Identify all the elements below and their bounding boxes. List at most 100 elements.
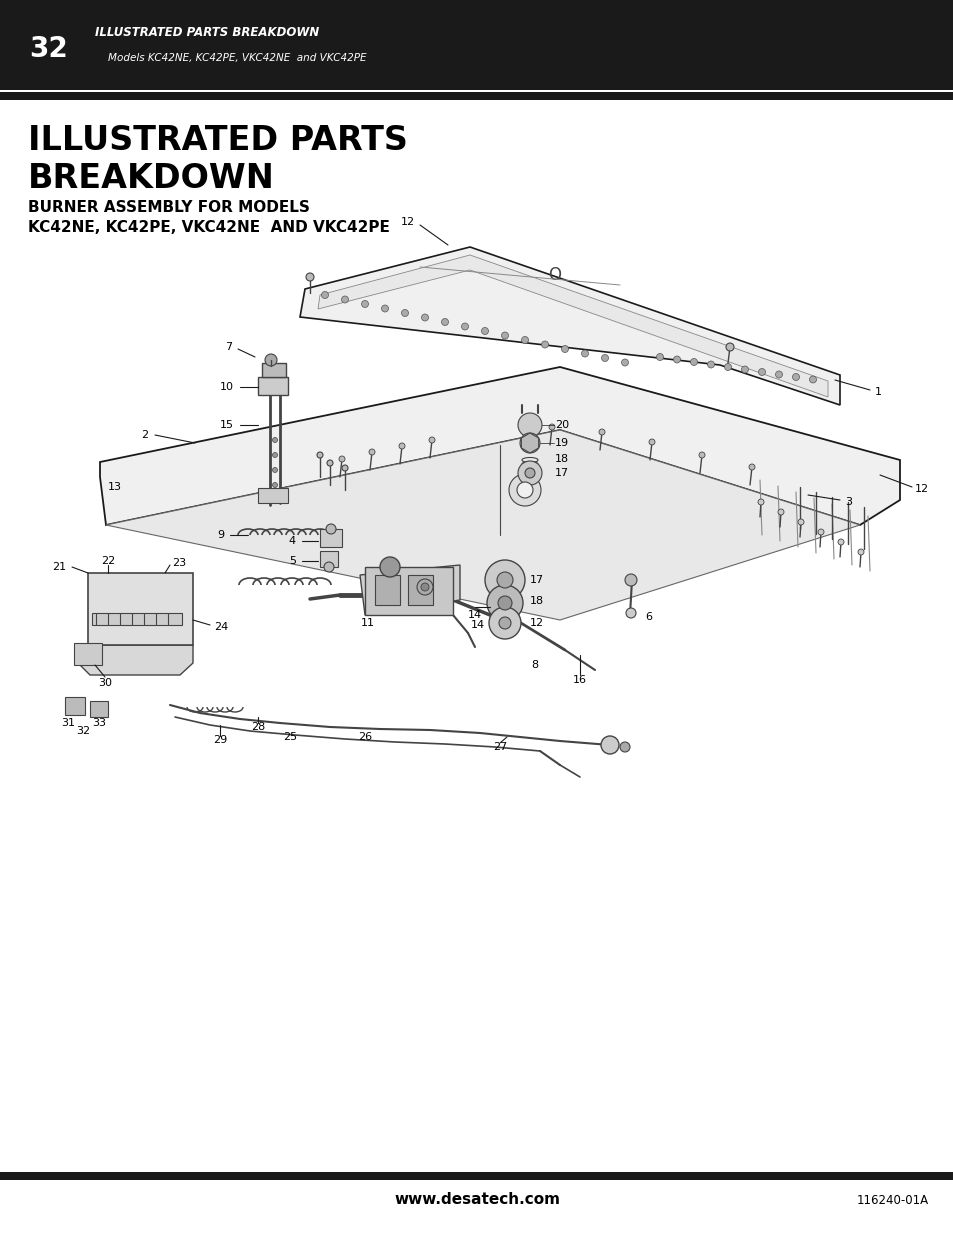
Text: ILLUSTRATED PARTS: ILLUSTRATED PARTS (28, 124, 408, 157)
Text: 27: 27 (493, 742, 507, 752)
Bar (65, 697, 85, 715)
Polygon shape (106, 430, 859, 620)
Circle shape (273, 452, 277, 457)
Circle shape (341, 466, 348, 471)
Text: 9: 9 (216, 530, 224, 540)
Polygon shape (359, 564, 459, 615)
Text: 13: 13 (108, 482, 122, 492)
Text: 23: 23 (172, 558, 186, 568)
Circle shape (517, 461, 541, 485)
Circle shape (707, 361, 714, 368)
Bar (257, 377, 288, 395)
Text: 32: 32 (76, 726, 90, 736)
Circle shape (857, 550, 863, 555)
Circle shape (441, 319, 448, 326)
Circle shape (461, 324, 468, 330)
Bar (375, 576, 399, 605)
Bar (74, 643, 102, 664)
Circle shape (486, 585, 522, 621)
Circle shape (624, 574, 637, 585)
Circle shape (498, 618, 511, 629)
Circle shape (497, 572, 513, 588)
Circle shape (837, 538, 843, 545)
Bar (90, 701, 108, 718)
Circle shape (699, 452, 704, 458)
Text: 29: 29 (213, 735, 227, 745)
Bar (88, 573, 193, 645)
Text: 12: 12 (400, 217, 415, 227)
Text: 26: 26 (357, 732, 372, 742)
Circle shape (420, 583, 429, 592)
Text: 28: 28 (251, 722, 265, 732)
Text: KC42NE, KC42PE, VKC42NE  AND VKC42PE: KC42NE, KC42PE, VKC42NE AND VKC42PE (28, 220, 390, 235)
Circle shape (778, 509, 783, 515)
Text: 19: 19 (555, 438, 569, 448)
Circle shape (273, 468, 277, 473)
Circle shape (740, 366, 748, 373)
Circle shape (524, 468, 535, 478)
Circle shape (381, 305, 388, 312)
Text: 12: 12 (530, 618, 543, 629)
Bar (0, 1172, 953, 1179)
Circle shape (561, 346, 568, 352)
Text: 1: 1 (874, 387, 882, 396)
Text: BURNER ASSEMBLY FOR MODELS: BURNER ASSEMBLY FOR MODELS (28, 200, 310, 215)
Circle shape (600, 736, 618, 755)
Circle shape (421, 314, 428, 321)
Circle shape (501, 332, 508, 338)
Circle shape (326, 524, 335, 534)
Circle shape (758, 368, 764, 375)
Circle shape (548, 424, 555, 430)
Text: BREAKDOWN: BREAKDOWN (28, 162, 274, 194)
Polygon shape (299, 247, 840, 405)
Bar (319, 551, 337, 567)
Text: 8: 8 (531, 659, 538, 671)
Text: 25: 25 (283, 732, 296, 742)
Circle shape (321, 291, 328, 299)
Text: 31: 31 (61, 718, 75, 727)
Text: 116240-01A: 116240-01A (856, 1193, 928, 1207)
Circle shape (517, 482, 533, 498)
Text: 18: 18 (555, 454, 569, 464)
Circle shape (379, 557, 399, 577)
Bar (408, 576, 433, 605)
Circle shape (673, 356, 679, 363)
Text: 16: 16 (573, 676, 586, 685)
Circle shape (648, 438, 655, 445)
Text: 6: 6 (644, 613, 651, 622)
Text: Models KC42NE, KC42PE, VKC42NE  and VKC42PE: Models KC42NE, KC42PE, VKC42NE and VKC42… (108, 53, 366, 63)
Text: 17: 17 (555, 468, 569, 478)
Text: 21: 21 (51, 562, 66, 572)
Circle shape (341, 296, 348, 303)
Text: 2: 2 (141, 430, 148, 440)
Polygon shape (78, 645, 193, 676)
Text: 10: 10 (220, 382, 233, 391)
Text: 18: 18 (530, 597, 543, 606)
Polygon shape (100, 367, 899, 525)
Circle shape (748, 464, 754, 471)
Circle shape (306, 273, 314, 282)
Circle shape (509, 474, 540, 506)
Text: 20: 20 (555, 420, 569, 430)
Circle shape (581, 350, 588, 357)
Bar (18, 19, 80, 80)
Text: 12: 12 (914, 484, 928, 494)
Circle shape (541, 341, 548, 348)
Circle shape (338, 456, 345, 462)
Bar (0, 0, 953, 90)
Circle shape (398, 443, 405, 450)
Circle shape (598, 429, 604, 435)
Circle shape (723, 363, 731, 370)
Bar (91, 613, 182, 625)
Text: 14: 14 (471, 620, 484, 630)
Circle shape (619, 742, 629, 752)
Text: 15: 15 (220, 420, 233, 430)
Circle shape (758, 499, 763, 505)
Circle shape (416, 579, 433, 595)
Text: 14: 14 (468, 610, 481, 620)
Circle shape (817, 529, 823, 535)
Circle shape (690, 358, 697, 366)
Text: 33: 33 (91, 718, 106, 727)
Bar (0, 91, 953, 100)
Circle shape (265, 354, 276, 366)
